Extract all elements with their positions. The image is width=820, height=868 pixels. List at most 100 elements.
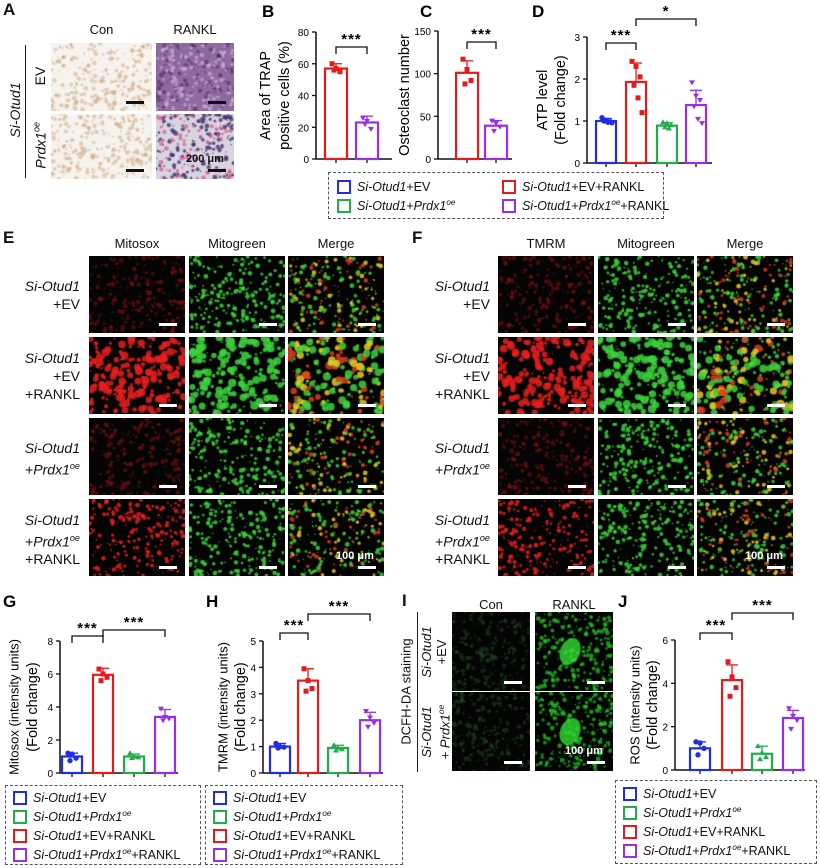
row-divider-line [417,612,418,772]
data-point [689,80,695,86]
y-tick-label: 80 [298,28,310,39]
legend-item-prdx-rankl: Si-Otud1+Prdx1oe+RANKL [213,845,395,864]
column-header: Mitogreen [617,236,675,251]
bar-prdx-rankl [153,715,177,775]
legend-label: Si-Otud1+Prdx1oe+RANKL [33,847,180,862]
data-point [691,104,697,110]
legend-item-prdx-rankl: Si-Otud1+Prdx1oe+RANKL [13,845,193,864]
data-point [329,61,335,67]
micrograph-image [51,43,152,111]
y-axis-label: ATP level [535,70,551,131]
text-run: + [282,810,290,825]
data-point [100,671,106,677]
text-run: oe [479,460,490,471]
data-point [339,746,345,752]
legend-item-prdx: Si-Otud1+Prdx1oe [13,807,193,826]
data-point [331,67,337,73]
data-point [162,714,168,720]
y-tick-label: 20 [298,123,310,134]
legend-label: Si-Otud1+Prdx1oe+RANKL [233,847,380,862]
micrograph-image [535,612,613,691]
legend-item-ev: Si-Otud1+EV [13,788,193,807]
scale-bar [568,323,586,326]
significance-bracket [71,635,104,643]
text-run: +RANKL [25,551,80,568]
data-point [364,118,370,124]
data-point [790,713,796,719]
y-tick-label: 0 [574,159,580,170]
text-run: Prdx1 [443,461,480,478]
data-point [794,718,800,724]
bar-ev [268,745,292,775]
y-tick-label: 60 [298,60,310,71]
text-run: +RANKL [25,385,80,402]
text-run: oe [322,808,332,818]
bar-ev-rankl [624,80,648,165]
micrograph-image [498,499,594,576]
scale-bar [126,169,144,172]
text-run: oe [446,197,456,207]
data-point [127,750,133,756]
text-run: Si-Otud1 [643,844,693,859]
chart-b: B 0 20 40 60 80 Area of TRAP positive cells (%)… [258,2,392,166]
bar-prdx-rankl [358,719,382,775]
data-point [759,749,765,755]
data-point [639,110,645,116]
data-point [273,740,279,747]
text-run: Prdx1 [89,810,123,825]
text-run: + [82,810,90,825]
significance-bracket [635,18,697,26]
text-run: oe [732,804,742,814]
text-run: + [692,844,700,859]
micrograph-image [452,612,530,691]
micrograph-image [498,256,594,333]
significance-label: *** [611,27,632,44]
text-run: Prdx1 [33,533,70,550]
data-point [464,66,470,72]
legend-j: Si-Otud1+EV Si-Otud1+Prdx1oe Si-Otud1+EV+R… [615,780,817,864]
data-point [309,686,315,692]
scale-bar-label: 100 μm [336,550,374,562]
text-run: Si-Otud1 [434,439,490,456]
column-header: RANKL [552,597,596,612]
text-run: Si-Otud1 [643,824,693,839]
text-run: Prdx1 [33,461,70,478]
legend-item-prdx: Si-Otud1+Prdx1oe [337,196,502,215]
micrograph-image [452,692,530,771]
data-point [104,674,110,680]
micrograph-image [697,256,793,333]
scale-bar [358,566,376,569]
legend-label: Si-Otud1+EV+RANKL [643,825,765,839]
y-tick-label: 150 [414,27,431,38]
micrograph-image [89,499,185,576]
text-run: Si-Otud1 [434,349,490,366]
scale-bar [587,681,605,684]
text-run: +EV [463,295,490,312]
data-point [67,757,73,764]
significance-label: *** [284,617,305,634]
text-run: +RANKL [435,385,490,402]
legend-g: Si-Otud1+EV Si-Otud1+Prdx1oe Si-Otud1+EV+R… [5,785,201,865]
y-tick-label: 4 [47,703,53,714]
text-run: +EV [463,367,490,384]
data-point [73,755,79,761]
y-tick-label: 4 [662,679,668,690]
chart-j: J 0 2 4 6 ROS (intensity units) (Fold change) *… [618,592,805,777]
data-point [755,743,761,749]
row-label: Si-Otud1 +Prdx1oe [2,439,80,479]
column-header: Mitosox [114,236,160,251]
column-header-con: Con [89,22,114,37]
y-tick-label: 0 [47,769,53,780]
data-point [368,126,374,132]
micrograph-image [697,499,793,576]
scale-bar [568,404,586,407]
text-run: + [25,461,34,478]
data-point [763,754,769,759]
data-point [497,124,503,130]
scale-bar [668,485,686,488]
legend-item-ev: Si-Otud1+EV [337,177,502,196]
scale-bar [668,566,686,569]
